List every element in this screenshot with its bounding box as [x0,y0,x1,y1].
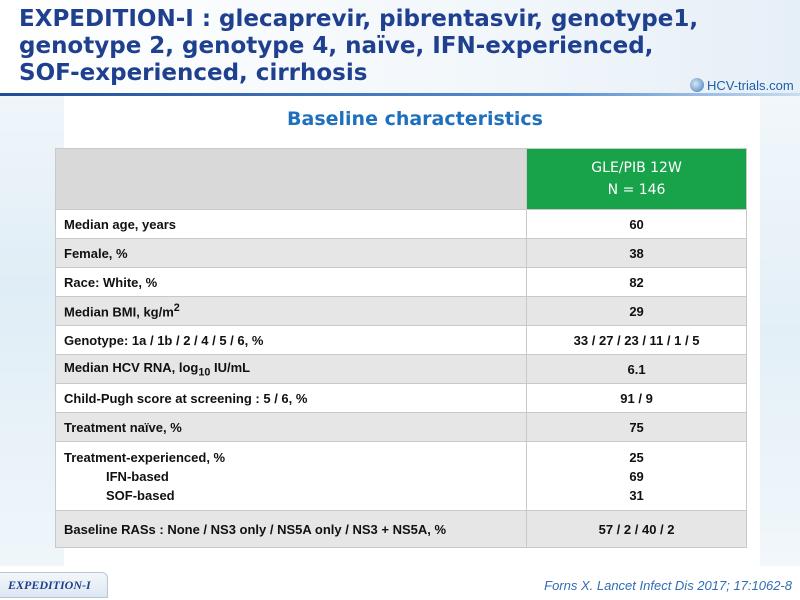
row-label-main: Treatment-experienced, % [64,449,226,465]
logo-text: HCV-trials.com [707,77,794,93]
row-label-sub-sof: SOF-based [106,487,175,503]
row-label: Female, % [54,238,528,268]
row-label: Treatment-experienced, % IFN-based SOF-b… [54,441,528,511]
row-value: 25 69 31 [526,441,747,511]
row-value: 33 / 27 / 23 / 11 / 1 / 5 [526,325,747,355]
citation: Forns X. Lancet Infect Dis 2017; 17:1062… [544,578,792,593]
row-label-subscript: 10 [198,366,211,379]
row-value: 38 [526,238,747,268]
row-label-text: Median HCV RNA, log [64,359,199,375]
row-label: Baseline RASs : None / NS3 only / NS5A o… [54,510,528,548]
table-row: Race: White, % 82 [54,267,747,297]
arm-n: N = 146 [607,182,666,198]
row-value: 91 / 9 [526,383,747,413]
table-row: Treatment-experienced, % IFN-based SOF-b… [54,441,747,511]
row-value: 60 [526,209,747,239]
globe-icon [690,78,704,92]
row-label-sub-ifn: IFN-based [106,468,169,484]
background-decoration-left [0,96,64,566]
row-value: 57 / 2 / 40 / 2 [526,510,747,548]
title-band [0,0,800,94]
row-label-text: Median BMI, kg/m [64,304,174,320]
row-value: 6.1 [526,354,747,384]
row-label-unit: IU/mL [210,359,251,375]
row-label: Treatment naïve, % [54,412,528,442]
title-underline [0,93,800,96]
baseline-characteristics-table: GLE/PIB 12W N = 146 Median age, years 60… [54,148,747,548]
row-label: Race: White, % [54,267,528,297]
table-row: Genotype: 1a / 1b / 2 / 4 / 5 / 6, % 33 … [54,325,747,355]
row-label-superscript: 2 [173,302,180,315]
row-label: Genotype: 1a / 1b / 2 / 4 / 5 / 6, % [54,325,528,355]
table-row: Female, % 38 [54,238,747,268]
background-decoration-right [760,96,800,566]
row-value: 82 [526,267,747,297]
table-header-row: GLE/PIB 12W N = 146 [54,148,747,210]
table-header-arm: GLE/PIB 12W N = 146 [526,148,747,210]
arm-name: GLE/PIB 12W [591,160,682,176]
row-value: 75 [526,412,747,442]
page-title: EXPEDITION-I : glecaprevir, pibrentasvir… [19,6,699,87]
table-row: Median age, years 60 [54,209,747,239]
table-row: Treatment naïve, % 75 [54,412,747,442]
row-label: Median HCV RNA, log10 IU/mL [54,354,528,384]
row-value-ifn: 69 [629,468,644,484]
table-row: Median BMI, kg/m2 29 [54,296,747,326]
row-label: Median age, years [54,209,528,239]
table-header-blank [54,148,528,210]
title-line-2: genotype 2, genotype 4, naïve, IFN-exper… [19,33,654,59]
row-label: Median BMI, kg/m2 [54,296,528,326]
title-line-3: SOF-experienced, cirrhosis [19,60,368,86]
table-row: Baseline RASs : None / NS3 only / NS5A o… [54,510,747,548]
table-row: Median HCV RNA, log10 IU/mL 6.1 [54,354,747,384]
row-value: 29 [526,296,747,326]
row-value-sof: 31 [629,487,644,503]
study-tab-label: EXPEDITION-I [0,572,108,598]
section-heading: Baseline characteristics [287,108,543,130]
table-row: Child-Pugh score at screening : 5 / 6, %… [54,383,747,413]
title-line-1: EXPEDITION-I : glecaprevir, pibrentasvir… [19,6,699,32]
hcv-trials-logo: HCV-trials.com [690,74,794,96]
row-label: Child-Pugh score at screening : 5 / 6, % [54,383,528,413]
row-value-main: 25 [629,449,644,465]
